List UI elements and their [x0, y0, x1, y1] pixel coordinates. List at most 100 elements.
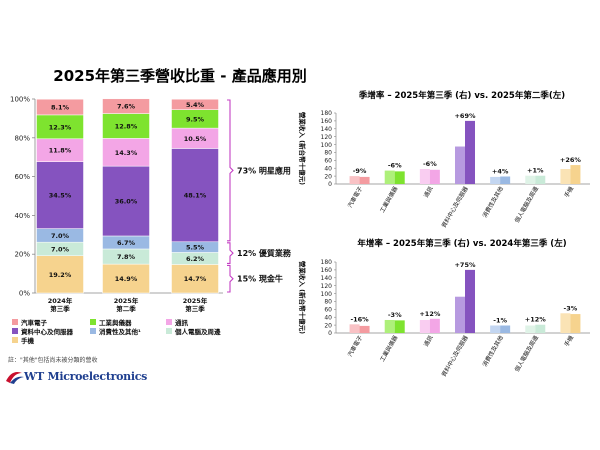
y-tick-label: 40	[324, 314, 332, 321]
y-tick-label: 80%	[14, 134, 30, 142]
x-tick-label: 第三季	[185, 304, 205, 313]
yoy-chart: 年增率 – 2025年第三季 (右) vs. 2024年第三季 (左) 營業收入 …	[298, 238, 590, 378]
stacked-bar-segment	[102, 98, 150, 114]
segment-value-label: 9.5%	[186, 115, 205, 123]
y-axis-title: 營業收入 (新台幣十億元)	[298, 112, 307, 185]
bar-prior	[455, 146, 465, 184]
segment-value-label: 11.8%	[49, 147, 72, 155]
change-label: +69%	[454, 112, 475, 120]
y-tick-label: 40%	[14, 212, 30, 220]
legend-swatch	[12, 319, 18, 325]
bar-current	[465, 269, 475, 333]
legend-label: 個人電腦及周邊	[174, 327, 221, 336]
bar-prior	[560, 313, 571, 333]
bar-current	[359, 176, 370, 184]
y-tick-label: 100	[321, 291, 333, 298]
main-title: 2025年第三季營收比重 - 產品應用別	[53, 67, 306, 85]
change-label: -3%	[564, 304, 578, 312]
y-tick-label: 60%	[14, 173, 30, 181]
stacked-bar-segment	[102, 113, 150, 139]
change-label: +1%	[527, 167, 544, 175]
x-tick-label: 消費性及其他	[481, 334, 505, 368]
stacked-bar-segment	[171, 148, 219, 243]
change-label: +26%	[560, 156, 581, 164]
y-tick-label: 40	[324, 165, 332, 172]
y-tick-label: 180	[321, 110, 333, 117]
y-tick-label: 180	[321, 259, 333, 266]
legend-label: 汽車電子	[21, 318, 48, 327]
y-tick-label: 20%	[14, 251, 30, 259]
segment-value-label: 10.5%	[184, 135, 207, 143]
company-logo	[6, 372, 24, 384]
segment-value-label: 6.2%	[186, 255, 205, 263]
bar-current	[465, 120, 475, 184]
footnote: 註："其他"包括尚未被分類的營收	[8, 357, 98, 364]
segment-value-label: 14.9%	[115, 275, 138, 283]
y-tick-label: 0	[328, 181, 332, 188]
legend-swatch	[90, 328, 96, 334]
segment-value-label: 34.5%	[49, 192, 72, 200]
segment-value-label: 7.0%	[51, 245, 70, 253]
y-tick-label: 60	[324, 307, 332, 314]
segment-value-label: 8.1%	[51, 104, 70, 112]
x-tick-label: 通訊	[422, 185, 435, 199]
legend-label: 通訊	[175, 318, 189, 327]
logo-swoosh-icon	[6, 372, 22, 383]
stacked-bar-segment	[36, 98, 84, 116]
bar-prior	[384, 319, 395, 333]
y-tick-label: 140	[321, 275, 333, 282]
x-tick-label: 工業與儀器	[378, 334, 400, 363]
company-name: WT Microelectronics	[24, 370, 148, 383]
bracket-label: 12% 優質業務	[237, 248, 292, 258]
x-tick-label: 資料中心及伺服器	[440, 185, 470, 229]
bar-current	[429, 318, 440, 333]
bar-prior	[349, 176, 360, 184]
change-label: +75%	[454, 261, 475, 269]
legend-swatch	[12, 337, 18, 343]
x-tick-label: 個人電腦及周邊	[513, 185, 540, 224]
chart-title: 年增率 – 2025年第三季 (右) vs. 2024年第三季 (左)	[357, 238, 566, 249]
y-tick-label: 0	[328, 330, 332, 337]
y-tick-label: 0%	[19, 290, 30, 298]
y-axis-title: 營業收入 (新台幣十億元)	[298, 261, 307, 334]
y-tick-label: 120	[321, 134, 333, 141]
segment-value-label: 7.8%	[117, 253, 136, 261]
legend-label: 資料中心及伺服器	[21, 327, 74, 336]
segment-value-label: 36.0%	[115, 198, 138, 206]
change-label: -3%	[388, 311, 402, 319]
bracket-label: 15% 現金牛	[237, 274, 283, 284]
qoq-chart: 季增率 – 2025年第三季 (右) vs. 2025年第二季(左) 營業收入 (…	[298, 90, 590, 229]
bar-prior	[349, 324, 360, 333]
x-tick-label: 個人電腦及周邊	[513, 334, 540, 373]
y-tick-label: 20	[324, 322, 332, 329]
y-tick-label: 160	[321, 118, 333, 125]
bar-prior	[525, 175, 536, 184]
stacked-share-chart: 100% 80% 60% 40% 20% 0% 19.2% 7.0% 7.0% 34.5% 11.8…	[10, 96, 292, 314]
segment-bracket	[227, 264, 234, 293]
legend-label: 消費性及其他¹	[99, 327, 141, 336]
x-tick-label: 手機	[562, 334, 575, 348]
bar-current	[359, 325, 370, 333]
x-tick-label: 通訊	[422, 334, 435, 348]
stacked-bar-segment	[171, 98, 219, 110]
stacked-bar-segment	[102, 165, 150, 237]
x-tick-label: 汽車電子	[346, 185, 365, 209]
x-tick-label: 資料中心及伺服器	[440, 334, 470, 378]
bar-current	[500, 176, 511, 184]
stacked-bar-segment	[36, 161, 84, 229]
segment-value-label: 12.3%	[49, 123, 72, 131]
legend-swatch	[12, 328, 18, 334]
x-tick-label: 手機	[562, 185, 575, 199]
bar-prior	[525, 325, 536, 333]
segment-value-label: 5.5%	[186, 244, 205, 252]
bar-current	[570, 165, 581, 184]
x-tick-label: 汽車電子	[346, 334, 365, 358]
stacked-bar-segment	[102, 138, 150, 167]
legend-swatch	[166, 319, 172, 325]
segment-bracket	[227, 99, 234, 242]
segment-value-label: 7.0%	[51, 232, 70, 240]
bar-current	[394, 320, 405, 333]
bar-prior	[419, 319, 430, 333]
